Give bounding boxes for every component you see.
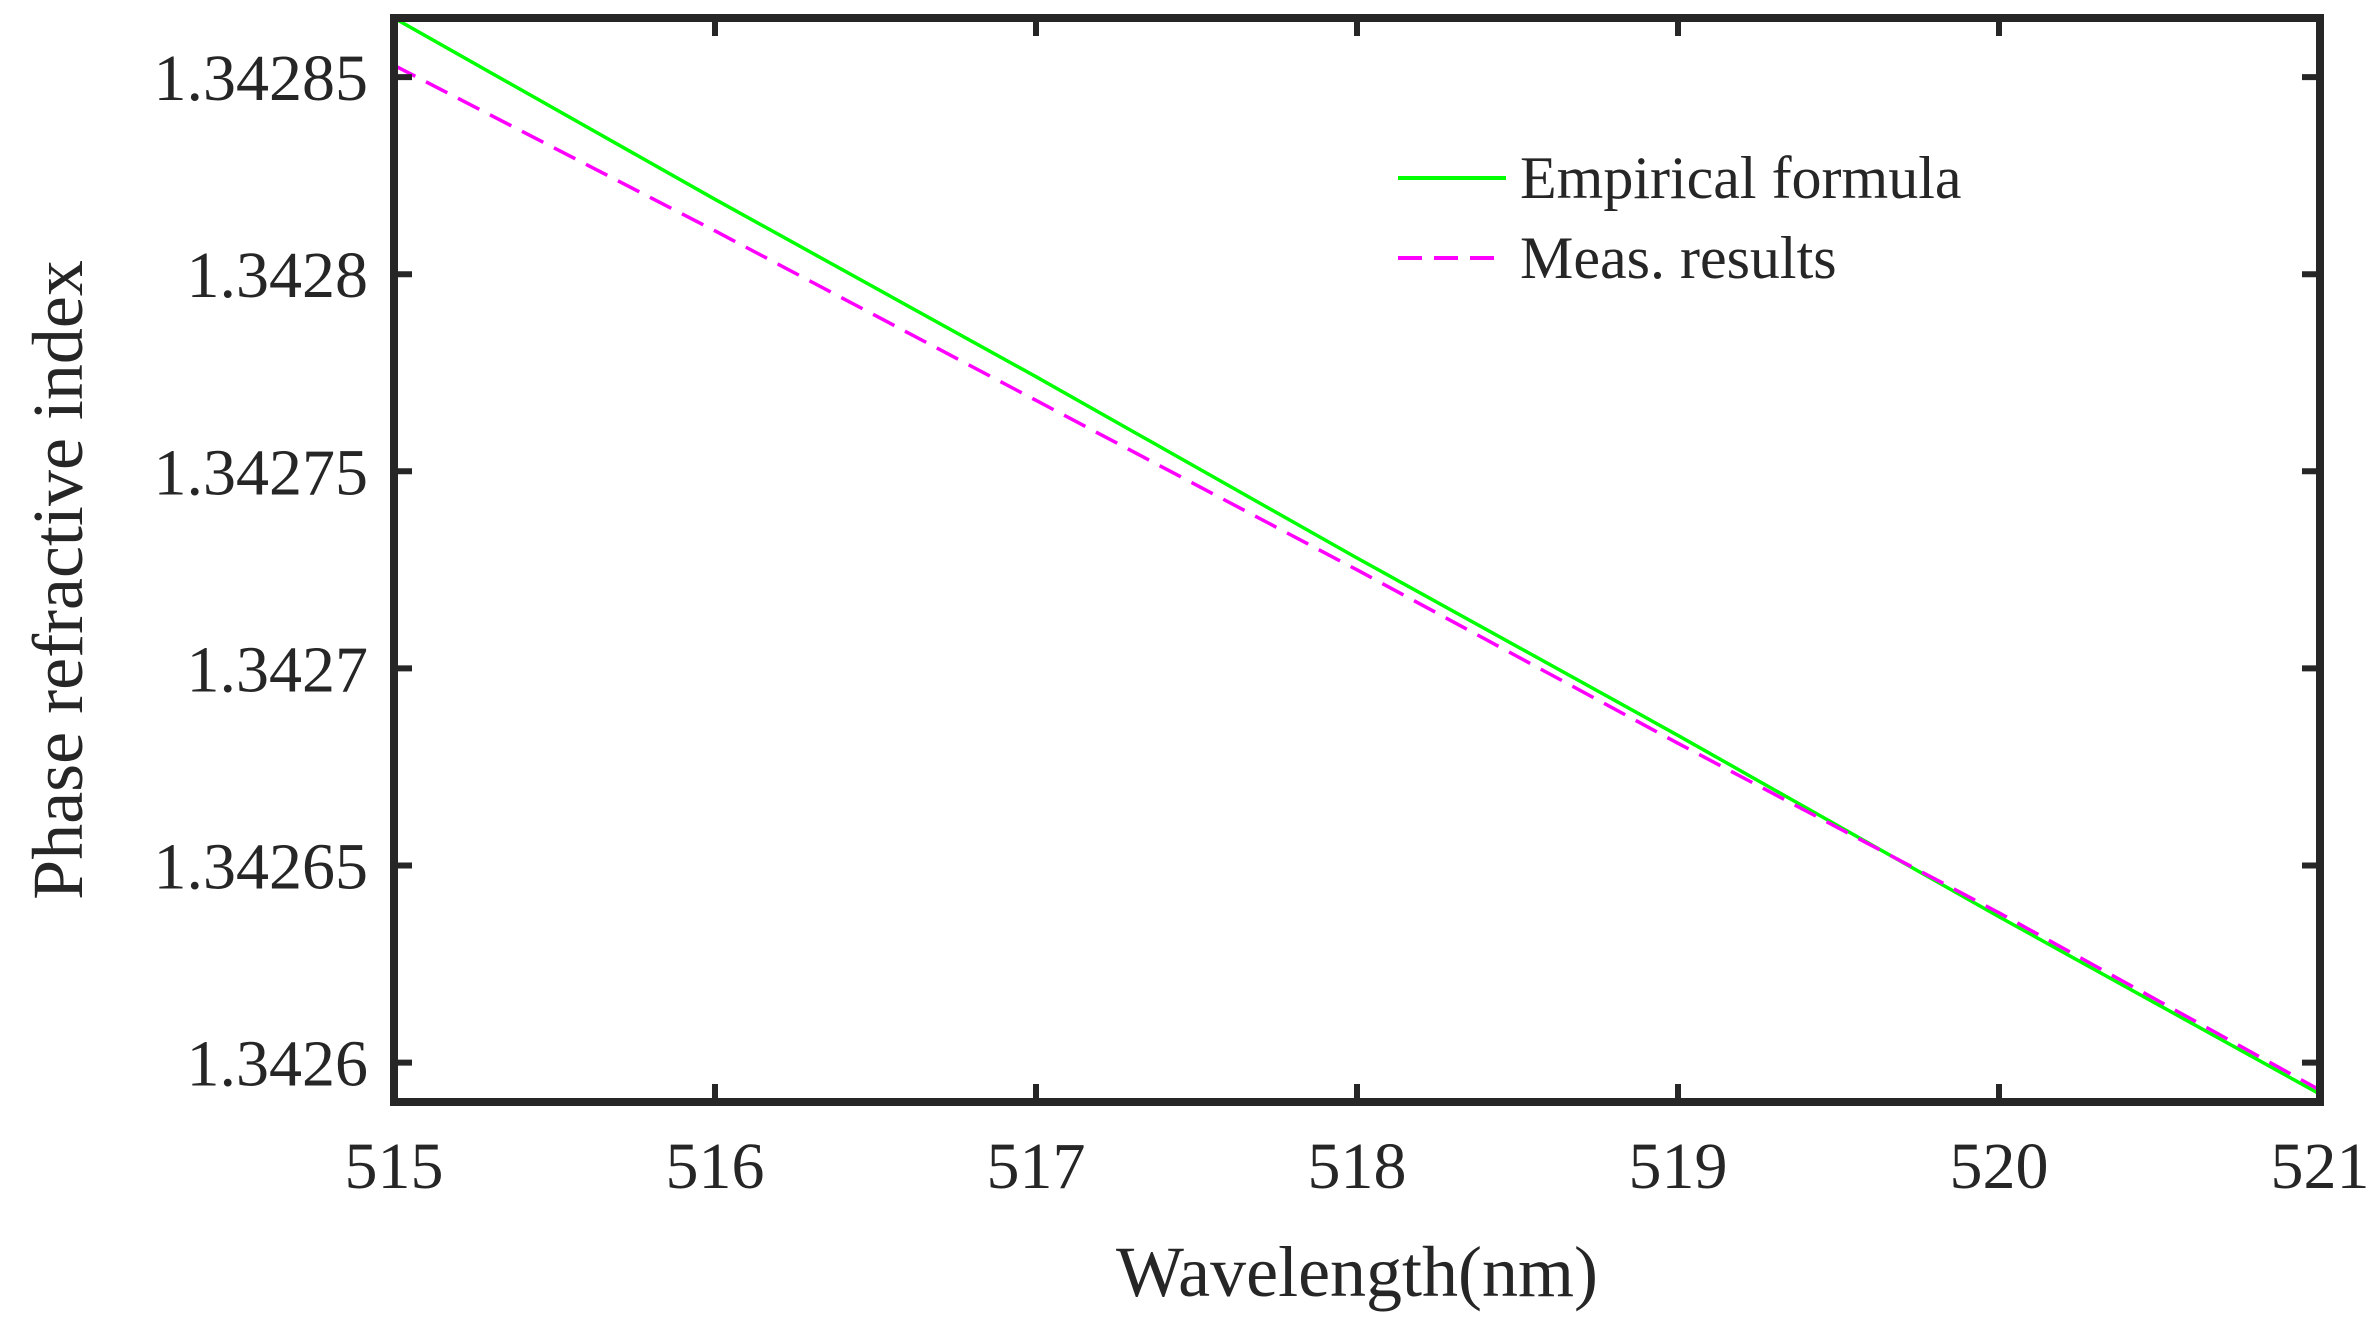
series-layer xyxy=(394,18,2320,1096)
x-tick-label-521: 521 xyxy=(2271,1130,2370,1203)
y-tick-label-1-3427: 1.3427 xyxy=(187,633,369,706)
x-tick-label-520: 520 xyxy=(1950,1130,2049,1203)
y-tick-label-1-3426: 1.3426 xyxy=(187,1028,369,1101)
x-tick-label-515: 515 xyxy=(345,1130,444,1203)
y-tick-label-1-34265: 1.34265 xyxy=(154,830,369,903)
x-axis-label: Wavelength(nm) xyxy=(1116,1232,1598,1312)
series-line-empirical-formula xyxy=(394,18,2320,1096)
x-tick-labels: 515 516 517 518 519 520 521 xyxy=(345,1130,2370,1203)
y-tick-labels: 1.3426 1.34265 1.3427 1.34275 1.3428 1.34285 xyxy=(154,42,369,1100)
y-tick-label-1-34285: 1.34285 xyxy=(154,42,369,115)
legend-label-meas-results: Meas. results xyxy=(1520,225,1837,291)
x-tick-label-517: 517 xyxy=(987,1130,1086,1203)
y-tick-label-1-3428: 1.3428 xyxy=(187,239,369,312)
series-line-meas-results xyxy=(394,63,2320,1092)
y-axis-label: Phase refractive index xyxy=(18,260,98,900)
legend: Empirical formula Meas. results xyxy=(1398,145,1962,291)
x-tick-label-516: 516 xyxy=(666,1130,765,1203)
x-tick-label-519: 519 xyxy=(1629,1130,1728,1203)
legend-label-empirical-formula: Empirical formula xyxy=(1520,145,1962,211)
y-tick-label-1-34275: 1.34275 xyxy=(154,436,369,509)
tick-layer xyxy=(391,18,2323,1102)
x-tick-label-518: 518 xyxy=(1308,1130,1407,1203)
